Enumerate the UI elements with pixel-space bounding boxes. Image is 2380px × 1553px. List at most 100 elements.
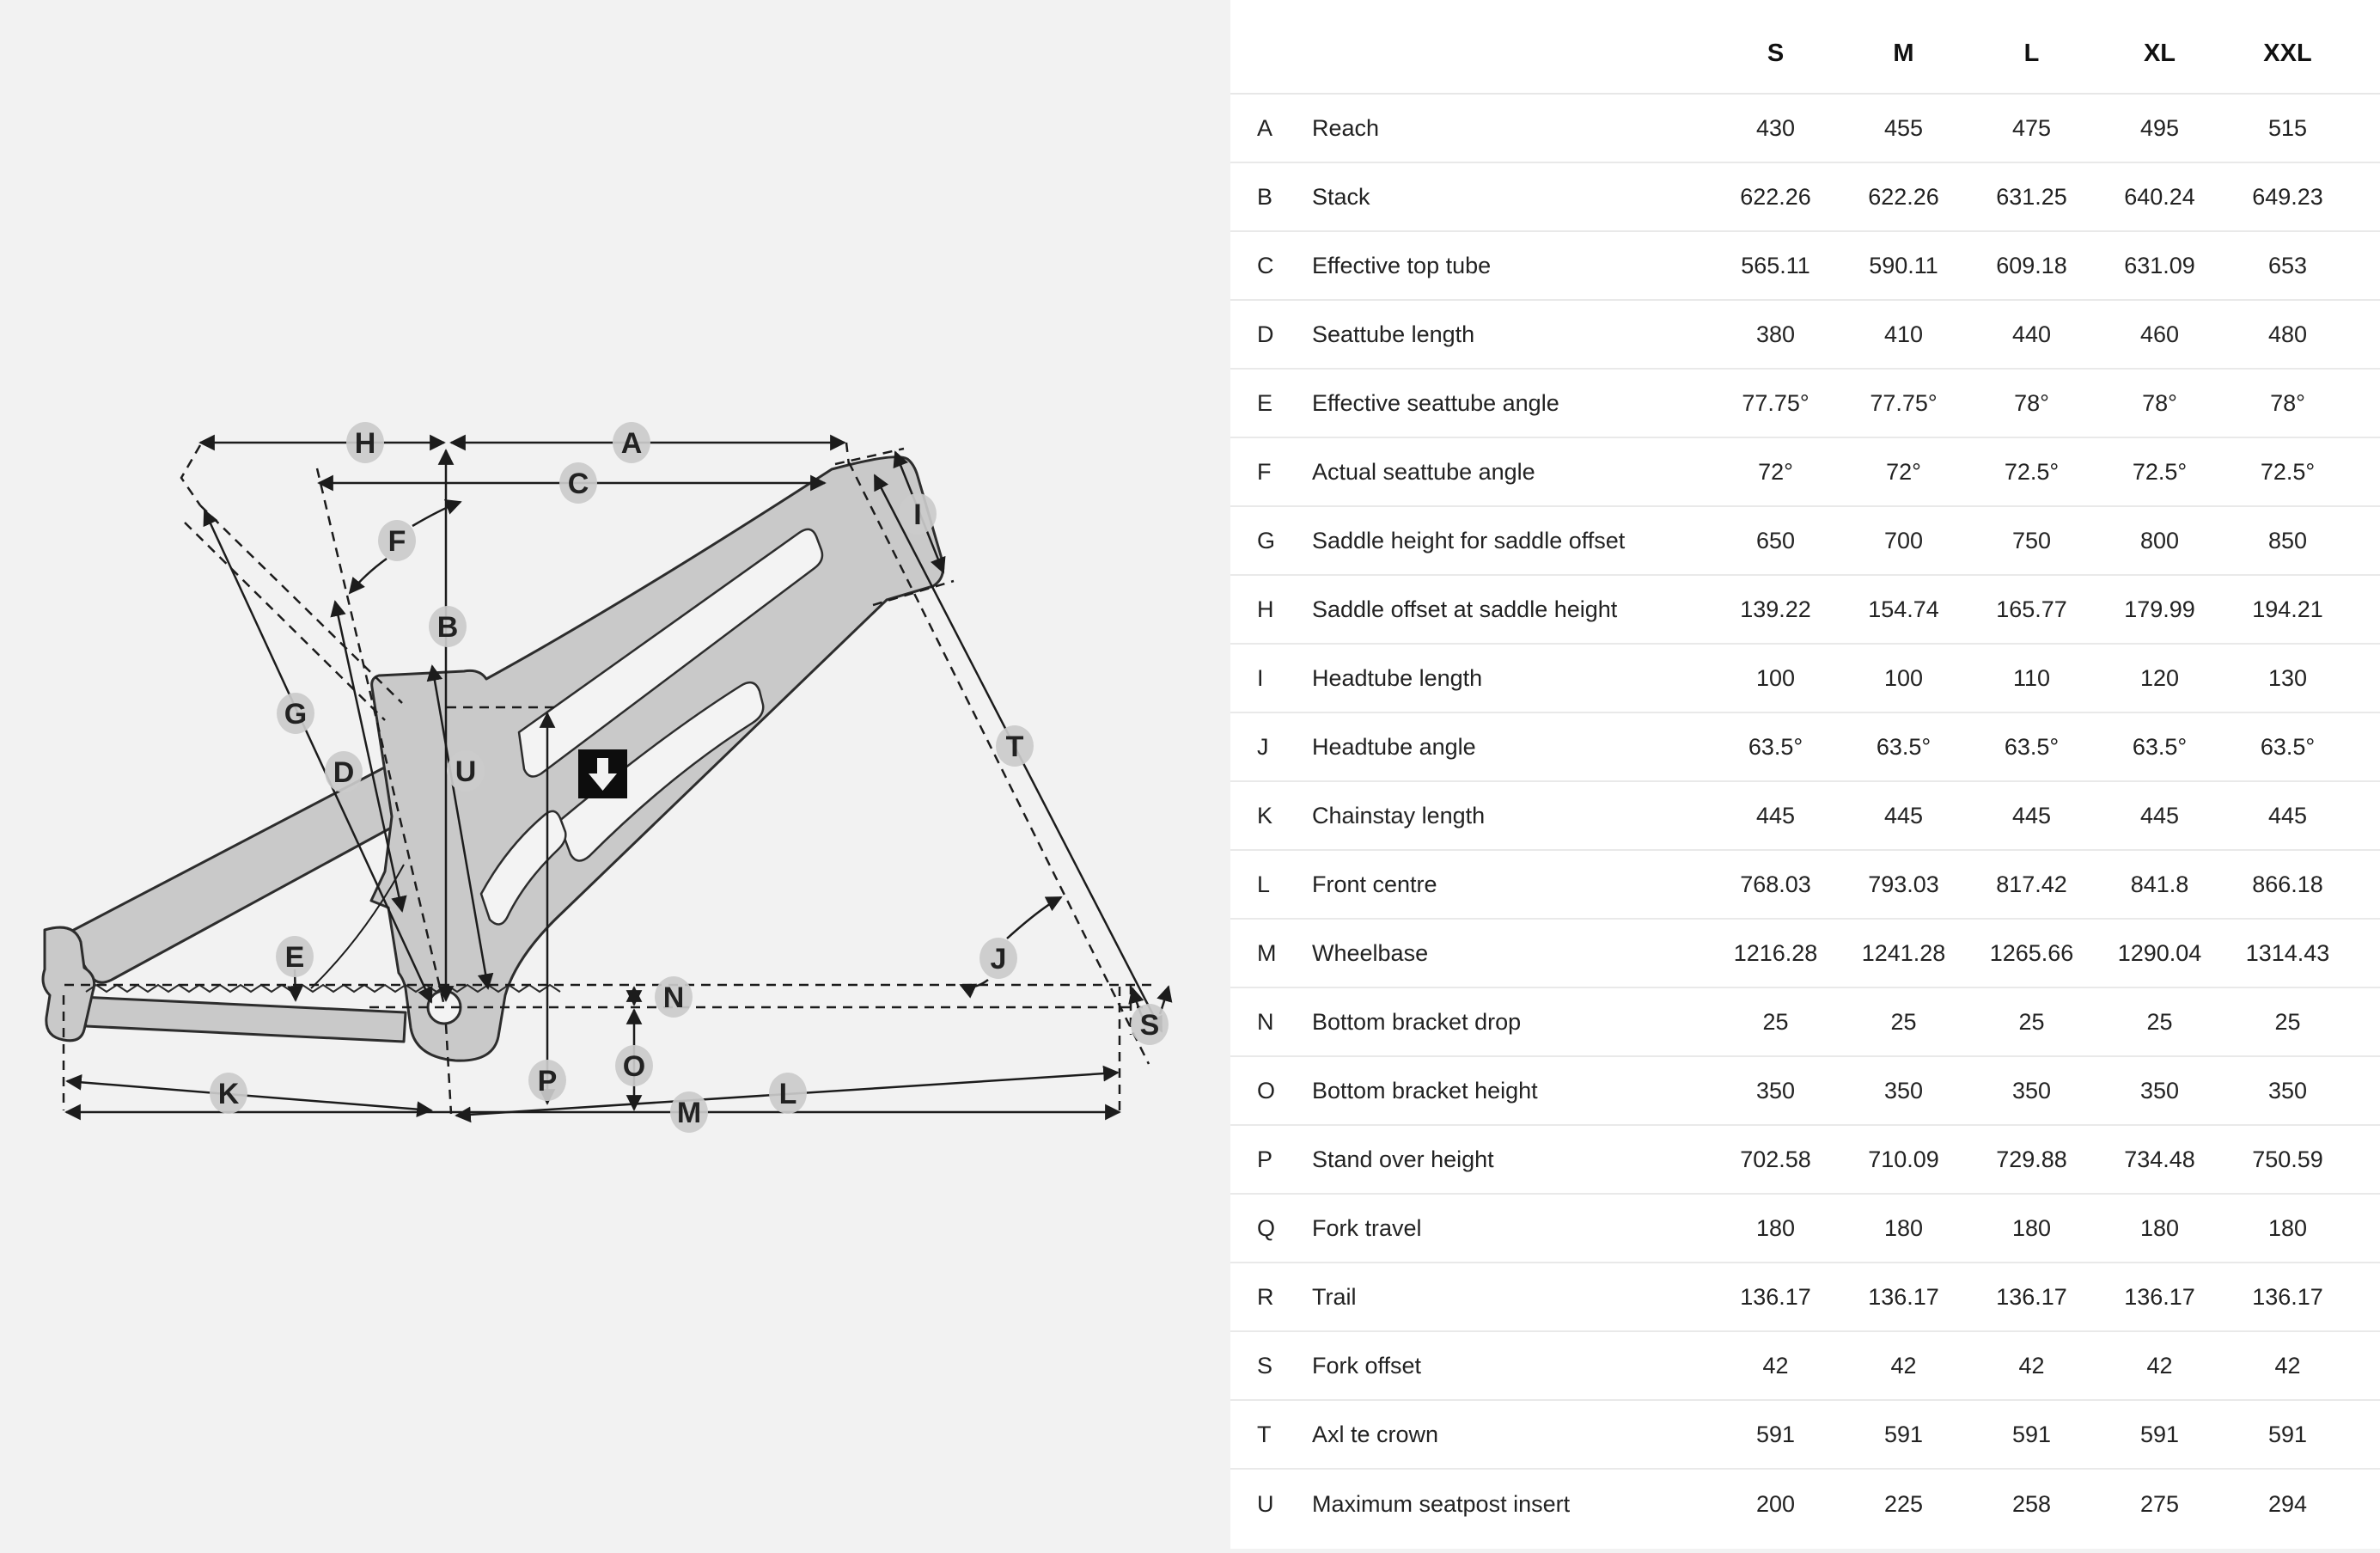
row-value: 1290.04 [2117, 939, 2202, 966]
row-label: Headtube angle [1312, 733, 1476, 760]
row-value: 1216.28 [1733, 939, 1818, 966]
row-value: 800 [2139, 527, 2180, 553]
row-value: 1265.66 [1989, 939, 2074, 966]
row-label: Bottom bracket drop [1312, 1008, 1522, 1035]
row-value: 136.17 [2252, 1283, 2323, 1310]
row-label: Chainstay length [1312, 802, 1486, 828]
row-letter: M [1257, 939, 1277, 966]
row-value: 1241.28 [1861, 939, 1946, 966]
row-value: 591 [2139, 1421, 2180, 1447]
row-letter: P [1257, 1146, 1273, 1172]
badge-letter: U [455, 755, 477, 788]
size-column-header: XXL [2263, 39, 2312, 67]
row-letter: G [1257, 527, 1276, 553]
row-label: Wheelbase [1312, 939, 1429, 966]
row-value: 78° [2014, 389, 2049, 416]
row-value: 445 [2267, 802, 2308, 828]
row-value: 590.11 [1869, 252, 1938, 278]
diagram-badge-M: M [670, 1091, 708, 1133]
row-value: 350 [2139, 1077, 2180, 1104]
size-column-header: XL [2143, 39, 2176, 67]
row-value: 42 [1890, 1352, 1917, 1379]
row-label: Effective seattube angle [1312, 389, 1559, 416]
size-column-header: M [1893, 39, 1914, 67]
row-label: Fork travel [1312, 1214, 1422, 1241]
row-value: 350 [1755, 1077, 1796, 1104]
row-value: 180 [1883, 1214, 1924, 1241]
row-value: 640.24 [2124, 183, 2195, 210]
row-value: 194.21 [2252, 596, 2323, 622]
row-value: 120 [2139, 664, 2180, 691]
row-value: 495 [2139, 114, 2180, 141]
badge-letter: G [284, 698, 307, 731]
badge-letter: J [991, 943, 1007, 975]
row-value: 63.5° [2004, 733, 2060, 760]
table-row-T: T Axl te crown 591 591 591 591 591 [1230, 1401, 2380, 1470]
table-row-A: A Reach 430 455 475 495 515 [1230, 95, 2380, 163]
badge-letter: M [677, 1097, 701, 1129]
row-value: 649.23 [2252, 183, 2323, 210]
table-row-O: O Bottom bracket height 350 350 350 350 350 [1230, 1057, 2380, 1126]
row-value: 180 [2011, 1214, 2052, 1241]
row-label: Seattube length [1312, 321, 1475, 347]
diagram-badge-L: L [769, 1073, 807, 1114]
badge-letter: B [437, 611, 459, 644]
badge-letter: F [388, 525, 406, 558]
row-value: 78° [2270, 389, 2305, 416]
row-value: 72.5° [2004, 458, 2060, 485]
row-value: 258 [2011, 1490, 2052, 1517]
row-value: 793.03 [1868, 871, 1939, 897]
frame-slot [557, 681, 765, 862]
row-value: 734.48 [2124, 1146, 2195, 1172]
badge-letter: S [1140, 1009, 1160, 1042]
row-value: 455 [1883, 114, 1924, 141]
row-value: 591 [2011, 1421, 2052, 1447]
row-value: 700 [1883, 527, 1924, 553]
diagram-badge-F: F [378, 520, 416, 561]
row-value: 139.22 [1740, 596, 1811, 622]
row-letter: S [1257, 1352, 1273, 1379]
geometry-table-panel: S M L XL XXL A Reach 430 455 475 495 515 B Stack 622.… [1230, 0, 2380, 1549]
row-value: 136.17 [1996, 1283, 2067, 1310]
row-value: 72° [1886, 458, 1921, 485]
table-row-L: L Front centre 768.03 793.03 817.42 841.8 866.… [1230, 851, 2380, 920]
row-value: 591 [1755, 1421, 1796, 1447]
row-value: 100 [1755, 664, 1796, 691]
row-value: 591 [1883, 1421, 1924, 1447]
row-value: 136.17 [1740, 1283, 1811, 1310]
badge-letter: D [333, 756, 355, 789]
row-value: 817.42 [1996, 871, 2067, 897]
row-value: 77.75° [1870, 389, 1938, 416]
diagram-badge-K: K [210, 1073, 247, 1114]
row-label: Headtube length [1312, 664, 1483, 691]
row-value: 729.88 [1996, 1146, 2067, 1172]
row-value: 72.5° [2260, 458, 2316, 485]
down-arrow-icon [578, 749, 627, 798]
table-row-Q: Q Fork travel 180 180 180 180 180 [1230, 1195, 2380, 1263]
table-row-J: J Headtube angle 63.5° 63.5° 63.5° 63.5° 63.5° [1230, 713, 2380, 782]
row-value: 165.77 [1996, 596, 2067, 622]
diagram-badge-U: U [447, 750, 485, 792]
row-value: 710.09 [1868, 1146, 1939, 1172]
table-row-K: K Chainstay length 445 445 445 445 445 [1230, 782, 2380, 851]
row-letter: E [1257, 389, 1273, 416]
row-value: 565.11 [1741, 252, 1810, 278]
row-value: 200 [1755, 1490, 1796, 1517]
row-label: Bottom bracket height [1312, 1077, 1538, 1104]
row-value: 180 [2267, 1214, 2308, 1241]
row-value: 77.75° [1742, 389, 1809, 416]
row-value: 445 [1883, 802, 1924, 828]
diagram-badge-O: O [615, 1045, 653, 1086]
row-label: Reach [1312, 114, 1380, 141]
size-header-row: S M L XL XXL [1230, 0, 2380, 95]
diagram-badge-H: H [346, 422, 384, 463]
row-value: 25 [1762, 1008, 1789, 1035]
row-value: 42 [2146, 1352, 2173, 1379]
row-label: Saddle height for saddle offset [1312, 527, 1626, 553]
row-value: 154.74 [1868, 596, 1939, 622]
row-label: Front centre [1312, 871, 1437, 897]
row-value: 180 [2139, 1214, 2180, 1241]
row-value: 25 [2274, 1008, 2301, 1035]
table-row-E: E Effective seattube angle 77.75° 77.75° 78°… [1230, 370, 2380, 438]
table-row-H: H Saddle offset at saddle height 139.22 154… [1230, 576, 2380, 645]
